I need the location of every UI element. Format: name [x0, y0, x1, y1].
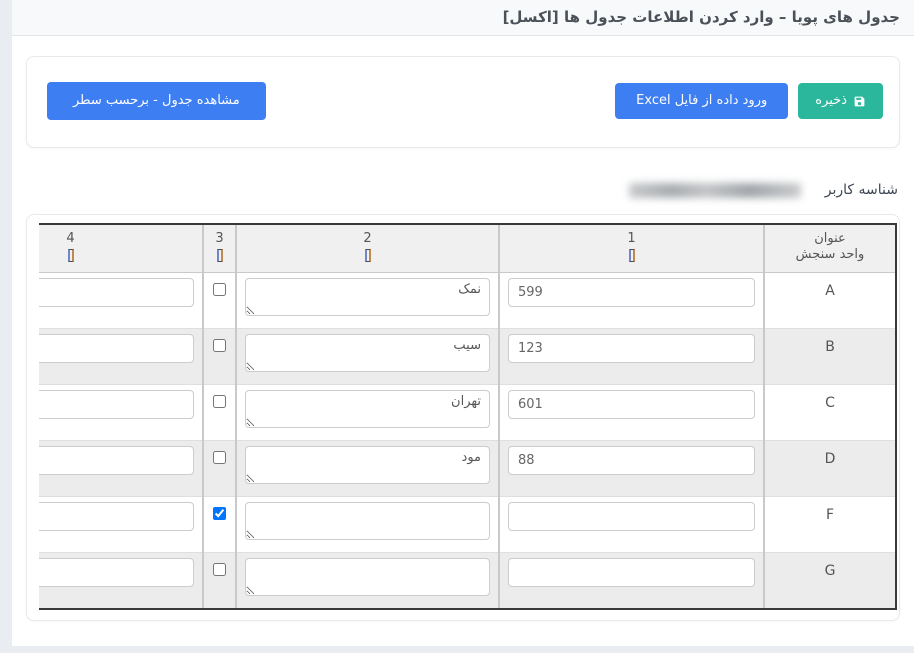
column-header-4: 4: [39, 225, 203, 273]
col1-input[interactable]: [508, 501, 755, 531]
header-row: عنوان واحد سنجش 1 2 3 4: [39, 225, 895, 273]
col2-textarea[interactable]: [245, 333, 490, 372]
save-button[interactable]: ذخیره: [798, 83, 883, 120]
col3-checkbox[interactable]: [213, 562, 226, 576]
col2-textarea[interactable]: [245, 389, 490, 428]
col2-textarea[interactable]: [245, 445, 490, 484]
table-row-F: F: [39, 495, 895, 553]
col1-input[interactable]: [508, 333, 755, 363]
table-row-G: G: [39, 551, 895, 609]
view-table-label: مشاهده جدول - برحسب سطر: [73, 93, 240, 108]
row-label: C: [763, 383, 895, 441]
page-header-bar: جدول های پویا – وارد کردن اطلاعات جدول ه…: [12, 0, 914, 36]
glyph-box-icon: [364, 249, 371, 263]
table-row-A: A: [39, 272, 895, 329]
excel-import-label: ورود داده از فایل Excel: [636, 93, 768, 108]
col4-input[interactable]: [39, 445, 194, 475]
table-row-D: D: [39, 439, 895, 497]
col1-input[interactable]: [508, 389, 755, 419]
data-grid: عنوان واحد سنجش 1 2 3 4 ABCDFG: [39, 225, 895, 609]
col2-textarea[interactable]: [245, 557, 490, 596]
row-label: B: [763, 327, 895, 385]
title-column-header: عنوان واحد سنجش: [763, 225, 895, 273]
column-number: 3: [215, 231, 224, 247]
view-table-by-row-button[interactable]: مشاهده جدول - برحسب سطر: [47, 82, 266, 121]
col4-input[interactable]: [39, 333, 194, 363]
row-label: F: [763, 495, 895, 553]
floppy-disk-icon: [853, 95, 866, 108]
col2-textarea[interactable]: [245, 501, 490, 540]
title-header-line1: عنوان: [814, 231, 846, 247]
col3-checkbox[interactable]: [213, 450, 226, 464]
excel-import-button[interactable]: ورود داده از فایل Excel: [615, 83, 789, 120]
user-id-redacted-value: [628, 182, 801, 198]
column-header-2: 2: [235, 225, 499, 273]
col3-checkbox[interactable]: [213, 394, 226, 408]
row-label: G: [763, 551, 895, 609]
col3-checkbox[interactable]: [213, 282, 226, 296]
column-number: 2: [363, 231, 372, 247]
content-area: ذخیره ورود داده از فایل Excel مشاهده جدو…: [12, 36, 914, 622]
column-header-3: 3: [202, 225, 236, 273]
table-row-C: C: [39, 383, 895, 441]
user-id-row: شناسه کاربر: [26, 182, 898, 198]
col3-checkbox[interactable]: [213, 338, 226, 352]
col1-input[interactable]: [508, 277, 755, 307]
glyph-box-icon: [628, 249, 635, 263]
table-scroll-container[interactable]: عنوان واحد سنجش 1 2 3 4 ABCDFG: [39, 223, 897, 611]
table-row-B: B: [39, 327, 895, 385]
column-number: 4: [66, 231, 75, 247]
col4-input[interactable]: [39, 557, 194, 587]
glyph-box-icon: [67, 249, 74, 263]
col4-input[interactable]: [39, 501, 194, 531]
table-panel: عنوان واحد سنجش 1 2 3 4 ABCDFG: [26, 214, 900, 622]
user-id-label: شناسه کاربر: [824, 182, 898, 199]
toolbar-panel: ذخیره ورود داده از فایل Excel مشاهده جدو…: [26, 56, 900, 149]
row-label: A: [763, 272, 895, 329]
column-header-1: 1: [498, 225, 764, 273]
column-number: 1: [627, 231, 636, 247]
save-button-label: ذخیره: [815, 93, 847, 108]
title-header-line2: واحد سنجش: [795, 247, 865, 263]
col1-input[interactable]: [508, 557, 755, 587]
row-label: D: [763, 439, 895, 497]
col1-input[interactable]: [508, 445, 755, 475]
page-title: جدول های پویا – وارد کردن اطلاعات جدول ه…: [502, 8, 900, 26]
col3-checkbox[interactable]: [213, 506, 226, 520]
glyph-box-icon: [216, 249, 223, 263]
col4-input[interactable]: [39, 277, 194, 307]
col2-textarea[interactable]: [245, 277, 490, 316]
col4-input[interactable]: [39, 389, 194, 419]
main-card: جدول های پویا – وارد کردن اطلاعات جدول ه…: [12, 0, 914, 646]
